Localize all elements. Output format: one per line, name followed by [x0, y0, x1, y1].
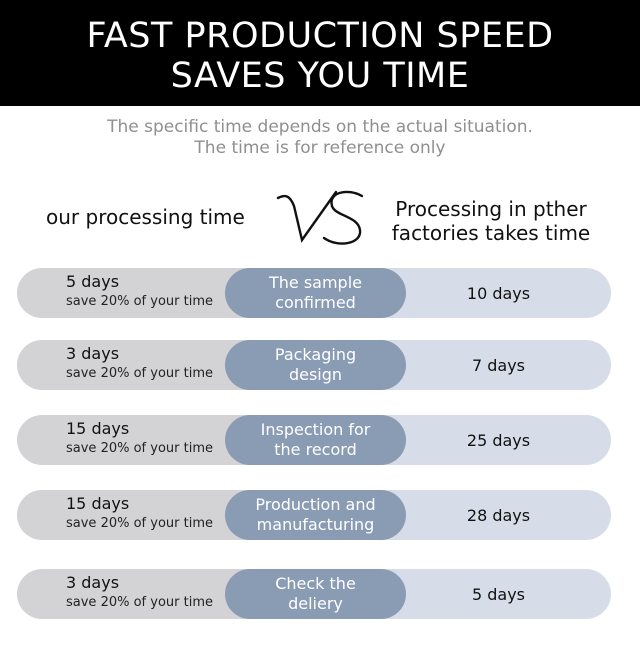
stage-pill: Inspection for the record: [225, 415, 406, 465]
stage-label-line2: manufacturing: [256, 515, 375, 534]
comparison-row-packaging: 3 days save 20% of your time Packaging d…: [17, 340, 611, 390]
subtitle-line1: The specific time depends on the actual …: [107, 117, 533, 137]
header-banner: FAST PRODUCTION SPEED SAVES YOU TIME: [0, 0, 640, 106]
other-factories-label-line1: Processing in pther: [395, 197, 587, 221]
stage-pill: Production and manufacturing: [225, 490, 406, 540]
stage-pill: Packaging design: [225, 340, 406, 390]
stage-pill: The sample confirmed: [225, 268, 406, 318]
stage-label-line2: confirmed: [275, 293, 356, 312]
our-days: 3 days: [66, 344, 120, 363]
save-note: save 20% of your time: [66, 595, 213, 610]
stage-pill: Check the deliery: [225, 569, 406, 619]
stage-label-line1: Production and: [255, 495, 376, 514]
comparison-row-delivery: 3 days save 20% of your time Check the d…: [17, 569, 611, 619]
stage-label-line1: Inspection for: [260, 420, 371, 439]
stage-label-line2: the record: [274, 440, 357, 459]
other-days: 25 days: [466, 430, 531, 450]
save-note: save 20% of your time: [66, 441, 213, 456]
comparison-row-sample: 5 days save 20% of your time The sample …: [17, 268, 611, 318]
vs-graphic: VS: [272, 186, 364, 245]
other-days: 28 days: [466, 505, 531, 525]
other-days: 7 days: [471, 355, 526, 375]
other-factories-label-line2: factories takes time: [391, 221, 591, 245]
other-factories-label: Processing in pther factories takes time: [382, 197, 600, 245]
stage-label-line1: Check the: [275, 574, 356, 593]
stage-label-line2: deliery: [288, 594, 343, 613]
our-days: 15 days: [66, 419, 130, 438]
other-days: 5 days: [471, 584, 526, 604]
subtitle: The specific time depends on the actual …: [0, 117, 640, 159]
our-days: 3 days: [66, 573, 120, 592]
stage-label-line1: The sample: [268, 273, 362, 292]
vs-text: VS: [272, 186, 274, 187]
comparison-row-production: 15 days save 20% of your time Production…: [17, 490, 611, 540]
save-note: save 20% of your time: [66, 366, 213, 381]
stage-label-line1: Packaging: [274, 345, 357, 364]
comparison-row-inspection: 15 days save 20% of your time Inspection…: [17, 415, 611, 465]
other-days: 10 days: [466, 283, 531, 303]
our-days: 5 days: [66, 272, 120, 291]
save-note: save 20% of your time: [66, 294, 213, 309]
page-title-line2: SAVES YOU TIME: [170, 56, 470, 96]
subtitle-line2: The time is for reference only: [194, 138, 446, 158]
save-note: save 20% of your time: [66, 516, 213, 531]
our-days: 15 days: [66, 494, 130, 513]
page-title-line1: FAST PRODUCTION SPEED: [86, 16, 554, 56]
our-processing-label: our processing time: [46, 205, 245, 229]
stage-label-line2: design: [288, 365, 343, 384]
